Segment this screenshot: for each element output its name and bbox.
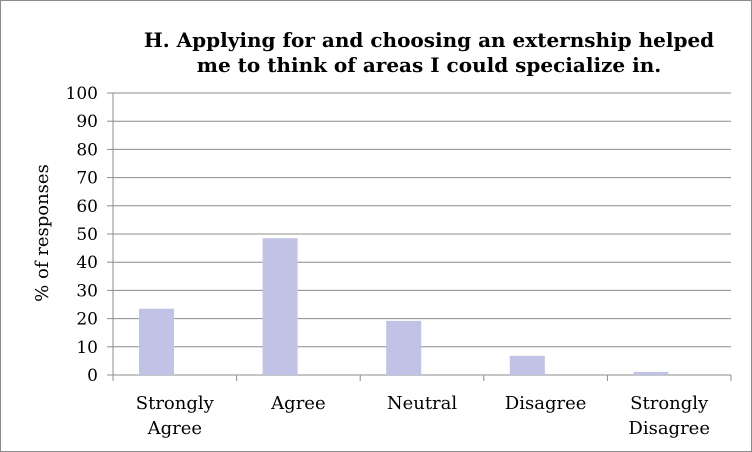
y-tick-label: 80 bbox=[76, 140, 98, 160]
x-category-label: Disagree bbox=[628, 418, 710, 439]
x-category-label: Agree bbox=[147, 418, 202, 439]
x-category-label: Strongly bbox=[630, 393, 709, 414]
x-category-label: Agree bbox=[270, 393, 325, 414]
y-tick-label: 60 bbox=[76, 197, 98, 217]
chart-title-line: H. Applying for and choosing an externsh… bbox=[144, 28, 714, 52]
x-category-label: Disagree bbox=[505, 393, 587, 414]
y-tick-label: 50 bbox=[76, 225, 98, 245]
bars bbox=[139, 238, 669, 375]
bar bbox=[386, 320, 422, 375]
y-tick-label: 30 bbox=[76, 281, 98, 301]
x-axis-categories: Strongly Agree Agree Neutral Disagree Strongl… bbox=[136, 393, 710, 439]
y-axis-ticks: 0 10 20 30 40 50 60 70 80 90 100 bbox=[66, 84, 98, 386]
bar bbox=[139, 308, 174, 375]
y-tick-label: 20 bbox=[76, 310, 98, 330]
y-tick-label: 40 bbox=[76, 253, 98, 273]
x-category-label: Strongly bbox=[136, 393, 215, 414]
y-tick-label: 100 bbox=[66, 84, 98, 104]
bar bbox=[633, 371, 669, 375]
y-axis-title: % of responses bbox=[32, 164, 53, 302]
y-tick-label: 10 bbox=[76, 338, 98, 358]
y-tick-label: 70 bbox=[76, 169, 98, 189]
gridlines bbox=[107, 92, 732, 381]
bar bbox=[509, 355, 545, 375]
bar bbox=[262, 238, 298, 375]
chart-title-line: me to think of areas I could specialize … bbox=[197, 53, 661, 77]
x-category-label: Neutral bbox=[387, 393, 458, 414]
y-tick-label: 0 bbox=[87, 366, 98, 386]
chart-title: H. Applying for and choosing an externsh… bbox=[144, 28, 714, 77]
y-tick-label: 90 bbox=[76, 112, 98, 132]
